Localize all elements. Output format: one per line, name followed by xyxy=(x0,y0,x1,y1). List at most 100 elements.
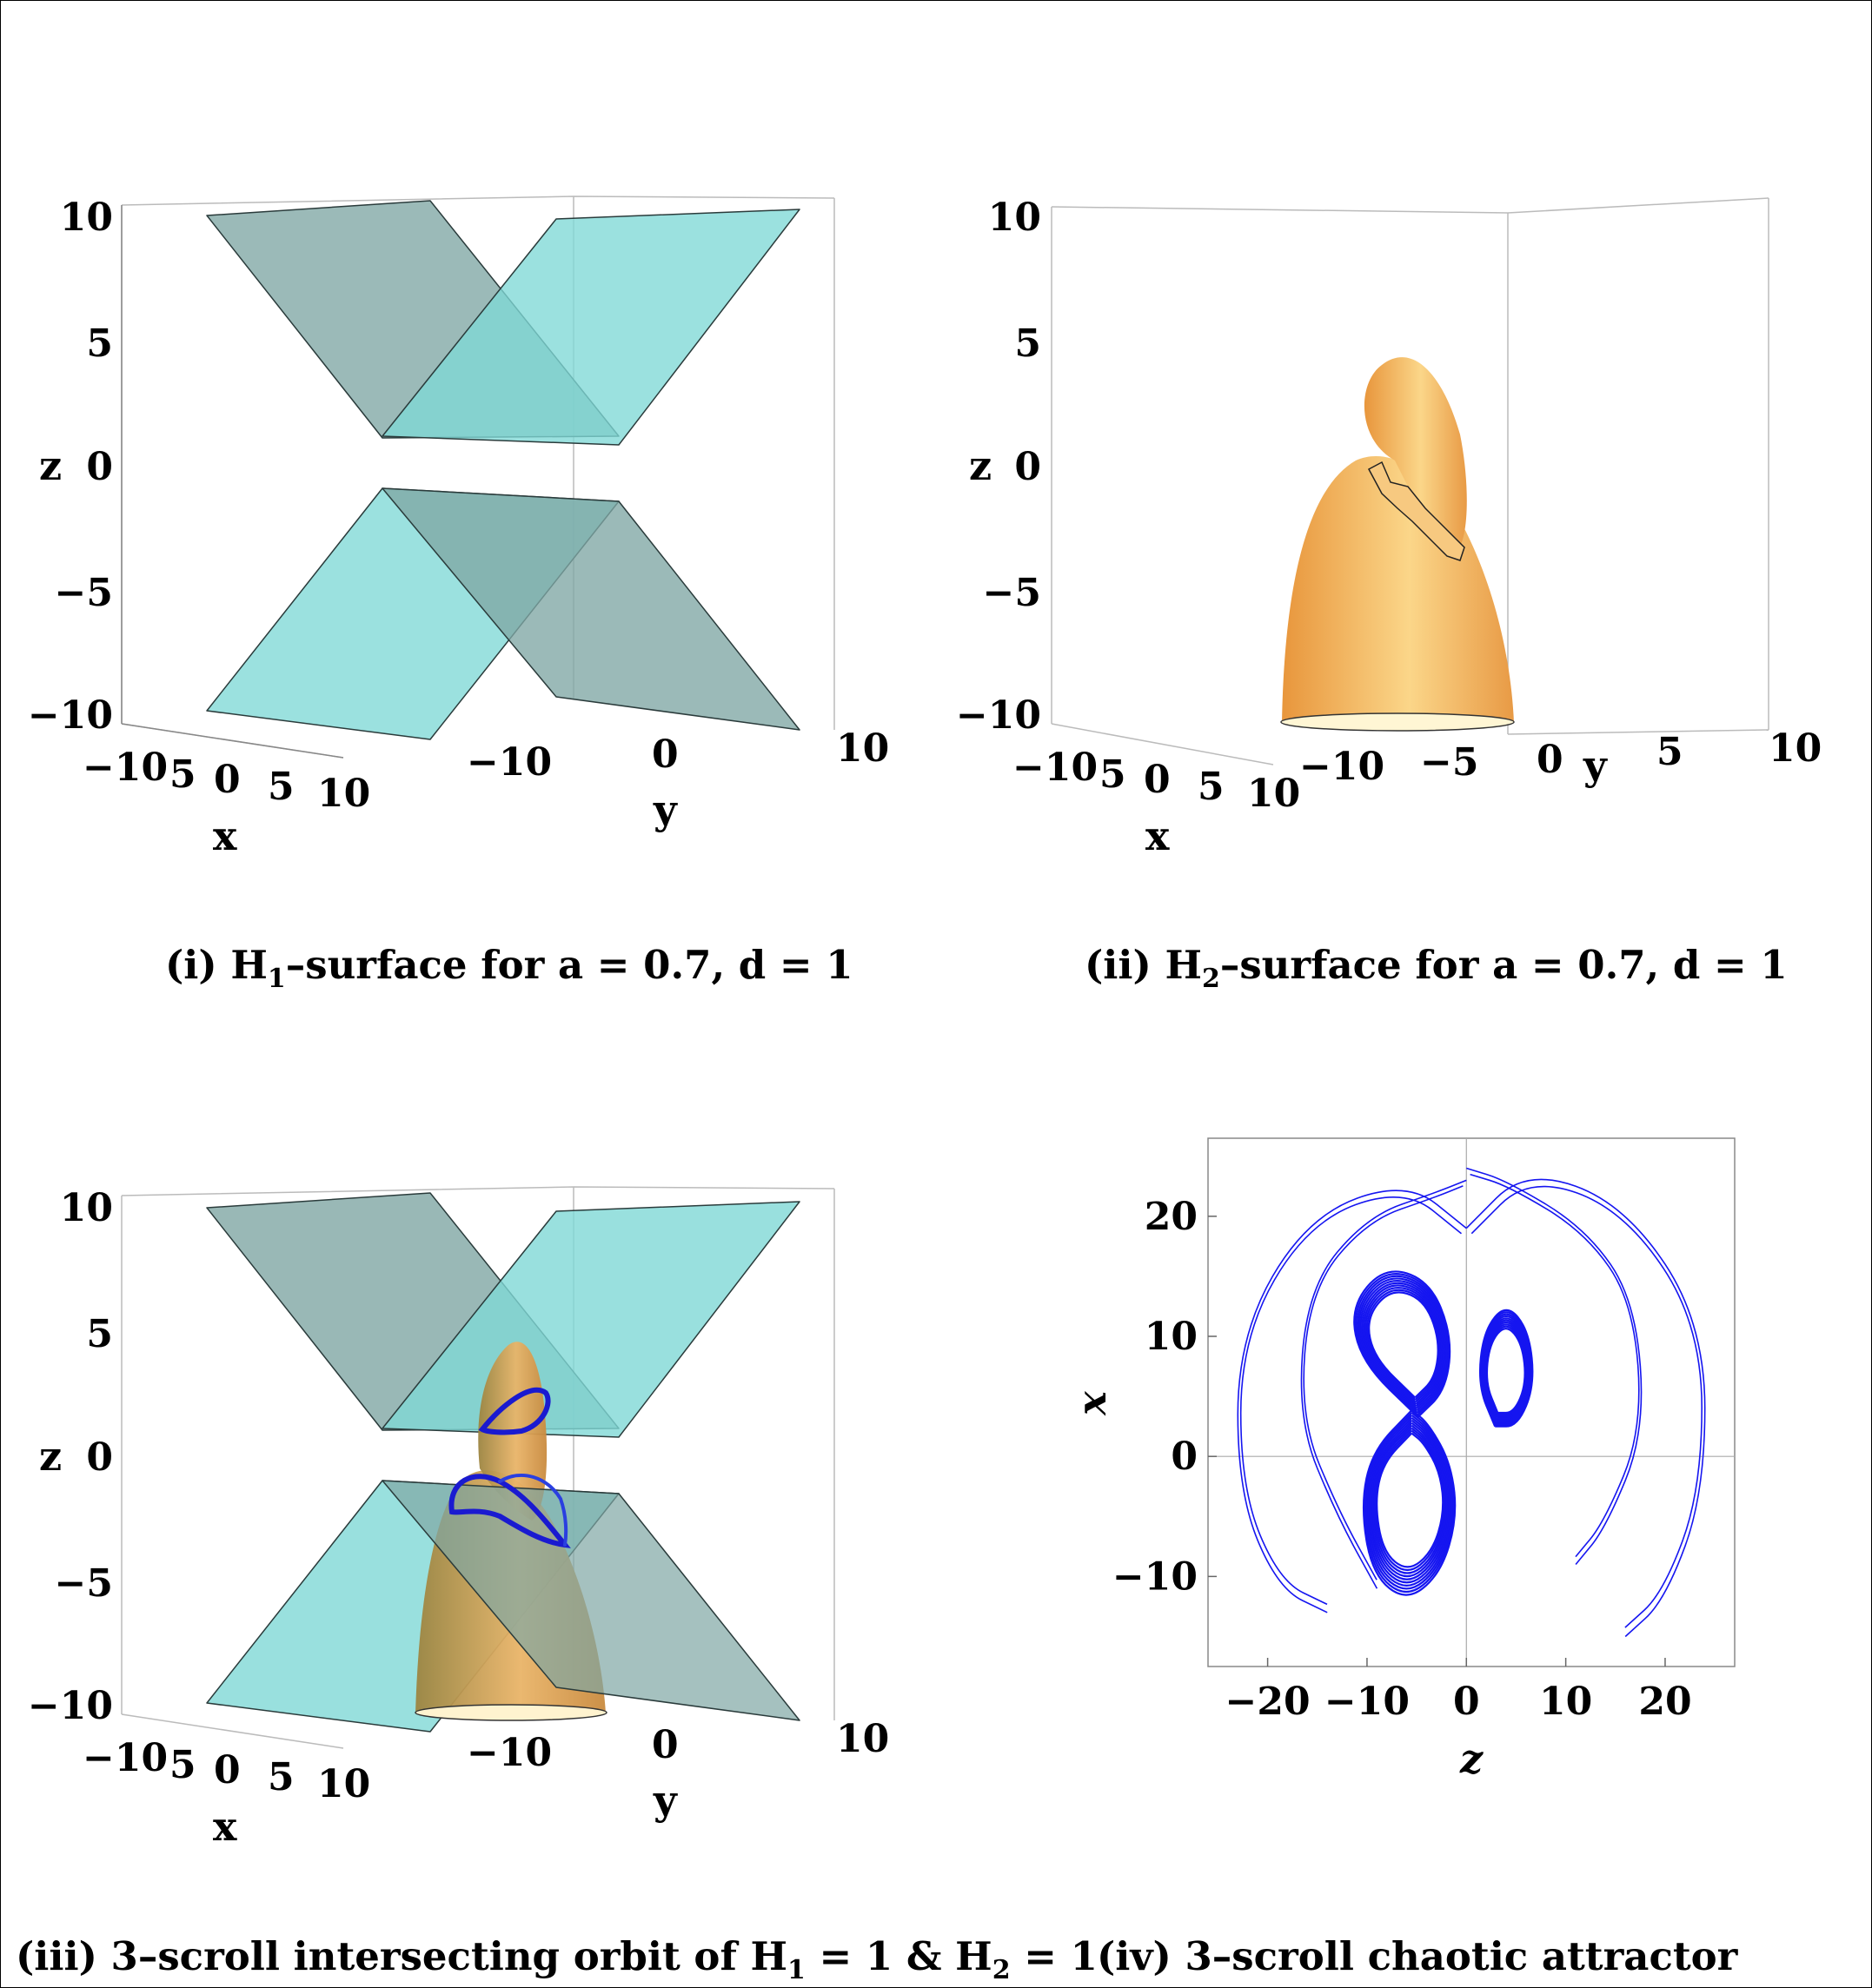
panel-i-x-ticks: −10 5 0 5 10 x xyxy=(83,746,370,859)
panel-ii-x-ticks: −10 5 0 5 10 x xyxy=(1012,746,1300,859)
z-tick-10: 10 xyxy=(988,195,1041,240)
panel-i-axis-lines xyxy=(121,205,344,759)
trajectory-segment xyxy=(1372,1427,1447,1574)
trajectory-segment xyxy=(1478,1309,1534,1428)
z-axis-label: z xyxy=(1459,1735,1484,1782)
plot-frame xyxy=(1207,1137,1736,1667)
trajectory-segment xyxy=(1370,1421,1450,1580)
h2-upper-lobe xyxy=(1364,357,1467,553)
h2-base-ellipse xyxy=(1280,712,1515,732)
x-tick-label: −20 xyxy=(1225,1680,1311,1724)
y-tick-0: 0 xyxy=(1537,738,1563,782)
upper-right-sheet xyxy=(382,1201,800,1438)
trajectory-segment xyxy=(1237,1189,1467,1614)
trajectory-segment xyxy=(1362,1409,1457,1596)
trajectory-segment xyxy=(1303,1185,1464,1580)
x-axis-label: x xyxy=(213,812,237,859)
y-tick-label: 20 xyxy=(1145,1195,1198,1239)
x-tick-neg10: −10 xyxy=(83,746,168,790)
x-tick-5: 5 xyxy=(1198,765,1225,809)
z-tick-neg5: −5 xyxy=(983,571,1041,615)
x-tick-label: 0 xyxy=(1453,1680,1480,1724)
y-axis-label: y xyxy=(1583,742,1608,789)
panel-i-z-ticks: 10 5 0 −5 −10 z xyxy=(28,195,113,738)
panel-iii: 10 5 0 −5 −10 z −10 5 0 5 10 x −10 0 10 … xyxy=(16,1186,1098,1985)
plot-ticks: −20 −10 0 10 20 −10 0 10 20 xyxy=(1112,1195,1692,1724)
panel-ii-z-ticks: 10 5 0 −5 −10 z xyxy=(956,195,1041,738)
plot-zero-axes xyxy=(1208,1138,1735,1667)
x-tick-neg10: −10 xyxy=(83,1736,168,1780)
trajectory-segment xyxy=(1359,1279,1446,1409)
z-tick-0: 0 xyxy=(1014,445,1041,489)
trajectory-segment xyxy=(1470,1185,1703,1628)
x-tick-0: 0 xyxy=(214,1748,241,1793)
panel-ii-y-ticks: −10 −5 0 5 10 y xyxy=(1299,726,1822,789)
trajectory-segment xyxy=(1358,1277,1447,1412)
h2-intersection-ring xyxy=(1367,461,1465,561)
panel-iii-h1-surface-front xyxy=(382,1480,800,1721)
z-tick-neg10: −10 xyxy=(28,1684,113,1728)
z-tick-neg5: −5 xyxy=(55,1561,113,1606)
trajectory-segment xyxy=(1371,1424,1448,1578)
panel-iv: −20 −10 0 10 20 −10 0 10 20 z x (iv) 3–scroll ch… xyxy=(1068,1137,1739,1979)
x-tick-0: 0 xyxy=(214,758,241,802)
z-tick-10: 10 xyxy=(60,195,113,240)
y-tick-label: −10 xyxy=(1112,1554,1198,1599)
trajectory-segment xyxy=(1356,1275,1449,1414)
caption-ii: (ii) H2–surface for a = 0.7, d = 1 xyxy=(1085,942,1788,994)
panel-iii-y-ticks: −10 0 10 y xyxy=(467,1717,889,1824)
caption-i: (i) H1–surface for a = 0.7, d = 1 xyxy=(165,942,853,994)
z-tick-0: 0 xyxy=(86,1435,113,1480)
trajectory-segment xyxy=(1364,1412,1455,1594)
x-tick-neg10: −10 xyxy=(1012,746,1098,790)
y-tick-neg10: −10 xyxy=(1299,745,1384,789)
x-tick-5: 5 xyxy=(268,765,295,809)
y-axis-label: y xyxy=(653,786,678,833)
trajectory-segment xyxy=(1374,1429,1445,1572)
y-tick-neg10: −10 xyxy=(467,740,552,785)
z-tick-neg5: −5 xyxy=(55,571,113,615)
z-tick-5: 5 xyxy=(1014,321,1041,366)
panel-iii-x-ticks: −10 5 0 5 10 x xyxy=(83,1736,370,1850)
panel-iii-intersection-orbit xyxy=(448,1387,571,1548)
y-tick-label: 0 xyxy=(1171,1435,1198,1479)
panel-ii: 10 5 0 −5 −10 z −10 5 0 5 10 x −10 −5 0 … xyxy=(956,195,1822,994)
panel-i-y-ticks: −10 0 10 y xyxy=(467,726,889,833)
x-tick-neg5: 5 xyxy=(1099,752,1126,797)
panel-ii-box xyxy=(1051,197,1769,765)
z-tick-0: 0 xyxy=(86,445,113,489)
z-axis-label: z xyxy=(39,1433,62,1480)
trajectory-segment xyxy=(1355,1273,1450,1416)
x-axis-label: x xyxy=(1145,812,1170,859)
trajectory-segment xyxy=(1366,1289,1441,1401)
z-tick-10: 10 xyxy=(60,1186,113,1230)
orbit-lower-loop xyxy=(448,1474,571,1548)
x-tick-10: 10 xyxy=(317,772,370,816)
x-tick-5: 5 xyxy=(268,1755,295,1799)
x-tick-neg5: 5 xyxy=(169,752,196,797)
caption-iii: (iii) 3–scroll intersecting orbit of H1 … xyxy=(16,1933,1098,1985)
lower-right-sheet xyxy=(382,1480,800,1721)
trajectory-segment xyxy=(1368,1291,1439,1399)
panel-ii-h2-surface xyxy=(1280,357,1515,732)
x-axis-label: x xyxy=(213,1803,237,1850)
x-axis-label: x xyxy=(1068,1391,1115,1416)
panel-iii-z-ticks: 10 5 0 −5 −10 z xyxy=(28,1186,113,1728)
x-tick-label: 20 xyxy=(1638,1680,1691,1724)
y-axis-label: y xyxy=(653,1777,678,1824)
y-tick-0: 0 xyxy=(652,732,679,777)
x-tick-neg5: 5 xyxy=(169,1743,196,1787)
trajectory-segment xyxy=(1376,1432,1444,1568)
trajectory-segment xyxy=(1363,1284,1444,1405)
y-tick-0: 0 xyxy=(652,1723,679,1767)
trajectory-segment xyxy=(1365,1414,1454,1590)
trajectory-segment xyxy=(1470,1173,1640,1558)
h2-base-ellipse xyxy=(415,1704,607,1721)
z-tick-5: 5 xyxy=(86,321,113,366)
orbit-crossing xyxy=(498,1473,568,1547)
x-tick-label: −10 xyxy=(1324,1680,1410,1724)
trajectory-segment xyxy=(1465,1178,1706,1638)
y-tick-label: 10 xyxy=(1145,1315,1198,1359)
orbit-upper-loop xyxy=(478,1387,551,1435)
